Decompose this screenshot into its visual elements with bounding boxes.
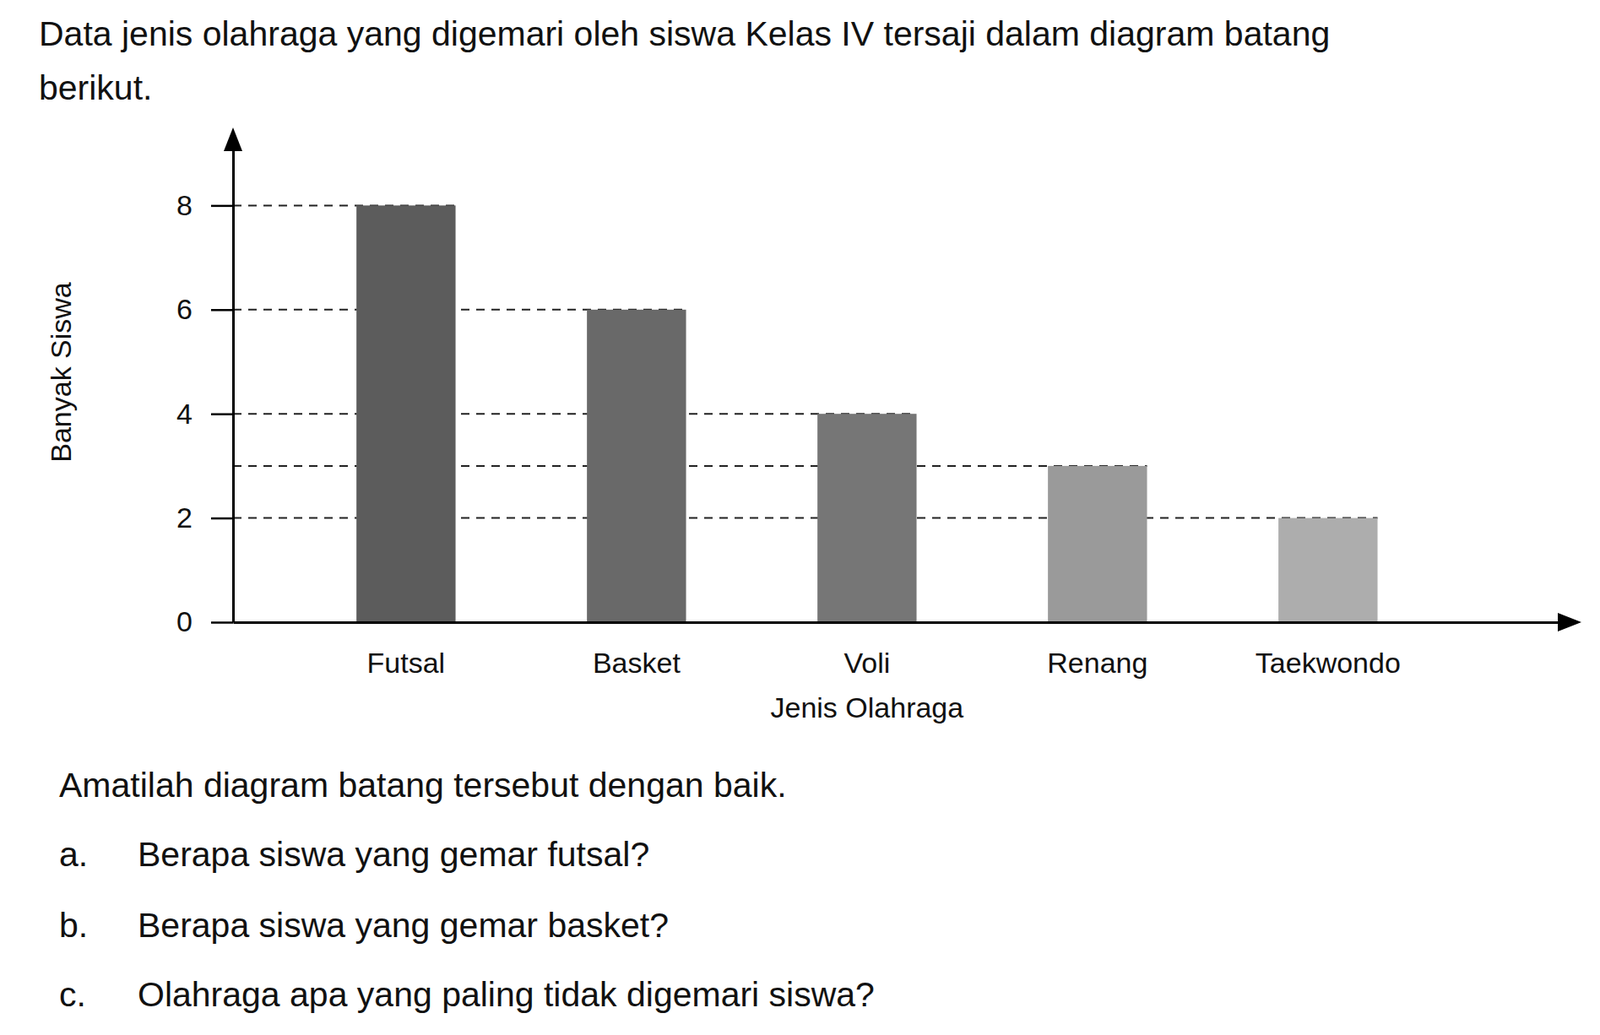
y-tick-label: 2 — [176, 501, 193, 534]
bar — [356, 205, 456, 623]
y-axis: 0 2 4 6 8 — [176, 133, 234, 639]
y-tick-mark — [211, 517, 234, 521]
plot-area — [233, 205, 1378, 623]
instruction-text: Amatilah diagram batang tersebut dengan … — [59, 765, 787, 805]
guide-line — [233, 412, 917, 415]
y-tick-mark — [211, 205, 234, 208]
intro-text: berikut. — [38, 68, 152, 108]
question-label: b. — [59, 905, 88, 945]
x-axis-title: Jenis Olahraga — [770, 691, 965, 724]
question-text: Berapa siswa yang gemar futsal? — [137, 835, 650, 874]
x-tick-label: Futsal — [367, 646, 446, 679]
page: Data jenis olahraga yang digemari oleh s… — [0, 0, 1600, 1035]
x-tick: Futsal — [367, 646, 446, 679]
question-text: Berapa siswa yang gemar basket? — [137, 905, 669, 945]
x-tick-label: Taekwondo — [1255, 646, 1401, 679]
x-tick: Taekwondo — [1255, 646, 1401, 679]
bar — [586, 309, 686, 623]
y-axis-arrow — [223, 127, 243, 152]
x-axis-arrow — [1557, 612, 1582, 632]
y-tick-mark — [211, 309, 234, 312]
bar — [817, 413, 917, 623]
x-tick-label: Voli — [843, 646, 890, 679]
intro-text: Data jenis olahraga yang digemari oleh s… — [38, 14, 1330, 54]
y-tick: 8 — [176, 189, 234, 222]
y-axis-title: Banyak Siswa — [44, 282, 77, 463]
y-tick: 0 — [176, 605, 234, 638]
y-tick-label: 4 — [176, 397, 193, 430]
question-text: Olahraga apa yang paling tidak digemari … — [137, 975, 875, 1015]
y-tick-label: 8 — [176, 189, 193, 222]
y-tick-mark — [211, 412, 234, 416]
y-tick-label: 0 — [176, 605, 193, 638]
y-tick-label: 6 — [176, 292, 193, 326]
y-tick: 6 — [176, 292, 234, 326]
bar — [1278, 518, 1378, 623]
x-tick: Renang — [1046, 646, 1148, 679]
y-tick: 4 — [176, 397, 234, 430]
x-axis: Futsal Basket Voli Renang Taekwondo — [233, 623, 1578, 680]
x-tick-label: Basket — [592, 646, 681, 679]
x-tick: Voli — [843, 646, 890, 679]
x-axis-line — [233, 621, 1578, 624]
y-tick-mark — [211, 621, 234, 624]
x-tick: Basket — [592, 646, 681, 679]
question-label: c. — [59, 975, 87, 1015]
bar — [1047, 466, 1147, 623]
question-label: a. — [59, 835, 88, 874]
x-tick-label: Renang — [1046, 646, 1148, 679]
y-tick: 2 — [176, 501, 234, 534]
